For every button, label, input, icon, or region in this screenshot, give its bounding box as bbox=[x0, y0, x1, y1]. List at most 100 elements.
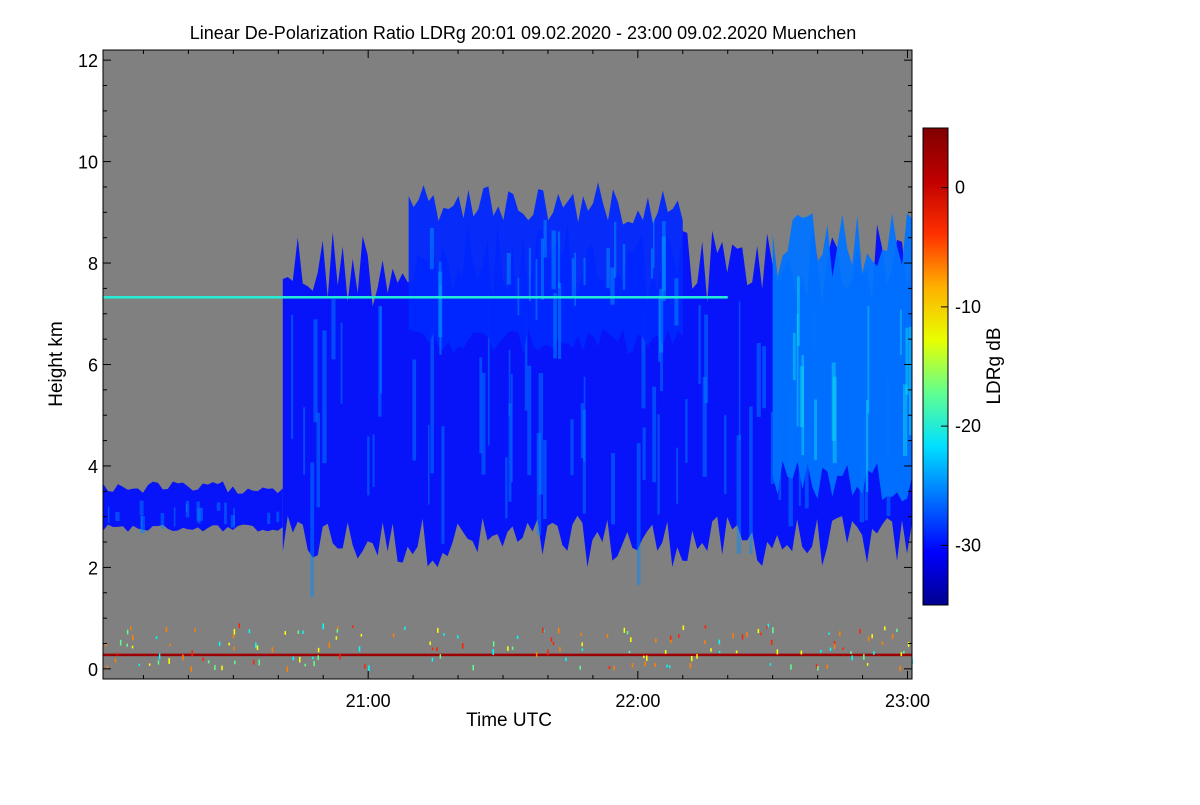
noise-speckle bbox=[302, 630, 304, 634]
y-tick-label: 10 bbox=[78, 153, 98, 173]
noise-speckle bbox=[842, 647, 844, 650]
x-tick-label: 21:00 bbox=[346, 691, 391, 711]
noise-speckle bbox=[767, 623, 769, 628]
region-surface-band bbox=[103, 653, 912, 657]
noise-speckle bbox=[696, 654, 698, 659]
noise-speckle bbox=[368, 665, 370, 672]
noise-speckle bbox=[158, 653, 161, 660]
noise-speckle bbox=[623, 627, 626, 633]
noise-speckle bbox=[654, 663, 656, 668]
chart-title: Linear De-Polarization Ratio LDRg 20:01 … bbox=[190, 23, 856, 43]
noise-speckle bbox=[760, 632, 762, 636]
noise-speckle bbox=[769, 663, 772, 666]
noise-speckle bbox=[851, 655, 853, 661]
noise-speckle bbox=[643, 655, 645, 659]
noise-speckle bbox=[866, 663, 869, 666]
region-low-layer-west bbox=[103, 481, 283, 534]
noise-speckle bbox=[271, 647, 274, 653]
noise-speckle bbox=[766, 625, 768, 629]
noise-speckle bbox=[190, 666, 193, 672]
colorbar-tick-label: 0 bbox=[955, 178, 965, 198]
noise-speckle bbox=[689, 662, 692, 669]
noise-speckle bbox=[817, 665, 819, 671]
noise-speckle bbox=[678, 634, 680, 638]
noise-speckle bbox=[691, 656, 693, 662]
noise-speckle bbox=[492, 649, 494, 655]
noise-speckle bbox=[859, 628, 861, 634]
x-tick-label: 22:00 bbox=[615, 691, 660, 711]
noise-speckle bbox=[839, 631, 841, 637]
noise-speckle bbox=[746, 632, 748, 637]
noise-speckle bbox=[443, 633, 445, 636]
noise-speckle bbox=[776, 649, 779, 655]
noise-speckle bbox=[718, 639, 721, 645]
noise-speckle bbox=[552, 641, 555, 646]
noise-speckle bbox=[547, 649, 549, 656]
noise-speckle bbox=[710, 648, 712, 652]
noise-speckle bbox=[704, 625, 707, 629]
noise-speckle bbox=[666, 664, 668, 668]
noise-speckle bbox=[833, 640, 836, 646]
noise-speckle bbox=[900, 652, 903, 657]
y-tick-label: 6 bbox=[88, 356, 98, 376]
colorbar-gradient bbox=[922, 127, 949, 606]
noise-speckle bbox=[238, 623, 241, 628]
noise-speckle bbox=[129, 626, 132, 631]
noise-speckle bbox=[741, 634, 744, 640]
noise-speckle bbox=[542, 627, 544, 633]
noise-speckle bbox=[132, 634, 134, 641]
noise-speckle bbox=[664, 650, 667, 654]
noise-speckle bbox=[105, 643, 107, 647]
x-tick-label: 23:00 bbox=[885, 691, 930, 711]
noise-speckle bbox=[613, 666, 615, 671]
noise-speckle bbox=[364, 664, 366, 669]
noise-speckle bbox=[253, 659, 255, 665]
noise-speckle bbox=[907, 641, 910, 647]
noise-speckle bbox=[630, 637, 632, 642]
noise-speckle bbox=[232, 634, 235, 639]
colorbar-tick-label: -10 bbox=[955, 297, 981, 317]
noise-speckle bbox=[360, 633, 363, 637]
noise-speckle bbox=[131, 645, 134, 649]
noise-speckle bbox=[899, 666, 901, 672]
noise-speckle bbox=[437, 627, 439, 633]
noise-speckle bbox=[829, 647, 832, 651]
y-tick-label: 4 bbox=[88, 457, 98, 477]
noise-speckle bbox=[297, 630, 300, 634]
noise-speckle bbox=[565, 657, 567, 662]
y-tick-label: 0 bbox=[88, 660, 98, 680]
colorbar-ticks: 0 -10 -20 -30 bbox=[941, 178, 981, 555]
noise-speckle bbox=[126, 643, 128, 647]
noise-speckle bbox=[255, 642, 257, 649]
noise-speckle bbox=[457, 635, 459, 639]
noise-speckle bbox=[392, 633, 395, 638]
noise-speckle bbox=[328, 642, 331, 648]
noise-speckle bbox=[258, 659, 260, 666]
noise-speckle bbox=[126, 629, 129, 635]
noise-speckle bbox=[826, 664, 828, 669]
noise-speckle bbox=[881, 641, 884, 645]
colorbar-tick-label: -30 bbox=[955, 535, 981, 555]
noise-speckle bbox=[833, 643, 836, 650]
noise-speckle bbox=[772, 627, 774, 634]
noise-speckle bbox=[431, 647, 434, 651]
noise-speckle bbox=[492, 641, 495, 647]
noise-speckle bbox=[579, 665, 581, 670]
noise-speckle bbox=[828, 632, 830, 635]
noise-speckle bbox=[903, 651, 905, 654]
noise-speckle bbox=[404, 626, 406, 630]
noise-speckle bbox=[626, 630, 629, 635]
noise-speckle bbox=[292, 656, 295, 661]
noise-speckle bbox=[106, 665, 109, 669]
noise-speckle bbox=[557, 627, 560, 634]
noise-speckle bbox=[757, 628, 760, 634]
noise-speckle bbox=[655, 638, 657, 643]
x-axis-title: Time UTC bbox=[466, 710, 552, 731]
colorbar: 0 -10 -20 -30 LDRg dB bbox=[922, 127, 1005, 606]
y-tick-label: 12 bbox=[78, 51, 98, 71]
noise-speckle bbox=[669, 635, 672, 640]
noise-speckle bbox=[606, 633, 609, 638]
noise-speckle bbox=[628, 651, 631, 654]
noise-speckle bbox=[165, 626, 168, 633]
